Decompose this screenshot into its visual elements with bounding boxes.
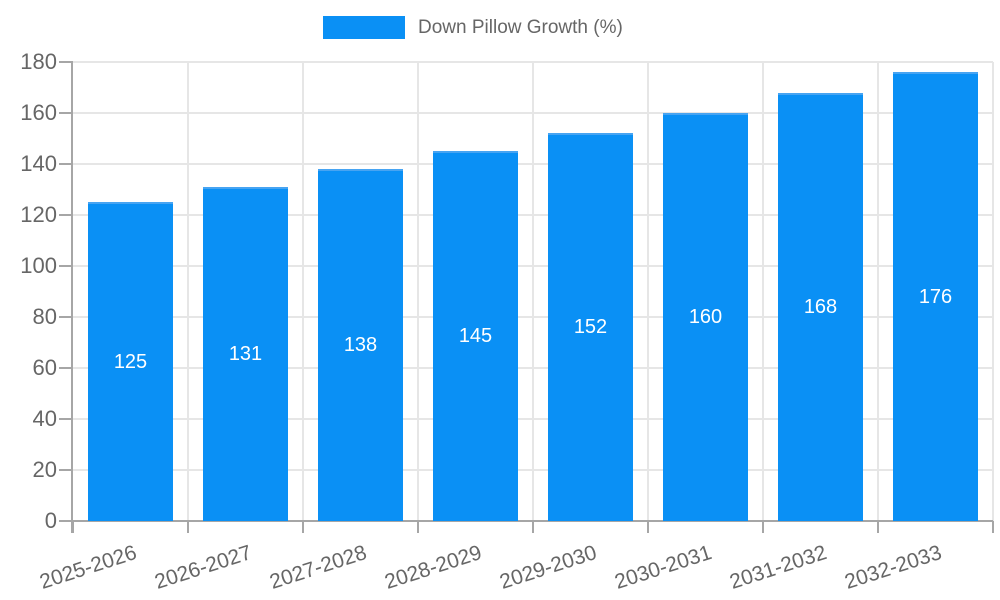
x-gridline bbox=[417, 62, 419, 521]
y-tick-label: 40 bbox=[32, 406, 57, 431]
bar bbox=[203, 186, 288, 521]
x-axis-baseline bbox=[59, 520, 993, 522]
x-gridline bbox=[992, 62, 994, 521]
bar-value-label: 176 bbox=[918, 285, 953, 308]
y-tick-label: 120 bbox=[20, 202, 57, 227]
y-tick-mark bbox=[59, 316, 73, 318]
y-tick-mark bbox=[59, 418, 73, 420]
bar bbox=[88, 202, 173, 521]
legend-swatch bbox=[323, 16, 405, 39]
y-tick-label: 140 bbox=[20, 151, 57, 176]
x-tick-label: 2026-2027 bbox=[151, 541, 255, 594]
y-tick-label: 180 bbox=[20, 49, 57, 74]
bar bbox=[663, 113, 748, 521]
y-tick-label: 60 bbox=[32, 355, 57, 380]
y-tick-mark bbox=[59, 214, 73, 216]
bar bbox=[318, 169, 403, 521]
bar-value-label: 138 bbox=[343, 334, 378, 357]
bar bbox=[893, 72, 978, 521]
y-tick-mark bbox=[59, 112, 73, 114]
bar-value-label: 168 bbox=[803, 295, 838, 318]
bar bbox=[548, 133, 633, 521]
y-tick-label: 160 bbox=[20, 100, 57, 125]
x-gridline bbox=[877, 62, 879, 521]
y-tick-mark bbox=[59, 367, 73, 369]
x-gridline bbox=[187, 62, 189, 521]
y-tick-mark bbox=[59, 265, 73, 267]
x-tick-label: 2030-2031 bbox=[611, 541, 715, 594]
x-gridline bbox=[302, 62, 304, 521]
x-tick-mark bbox=[877, 521, 879, 533]
y-tick-mark bbox=[59, 163, 73, 165]
x-tick-mark bbox=[72, 521, 74, 533]
x-tick-label: 2025-2026 bbox=[36, 541, 140, 594]
y-tick-label: 100 bbox=[20, 253, 57, 278]
x-tick-mark bbox=[647, 521, 649, 533]
x-gridline bbox=[762, 62, 764, 521]
x-gridline bbox=[532, 62, 534, 521]
x-tick-label: 2031-2032 bbox=[726, 541, 830, 594]
x-tick-mark bbox=[992, 521, 994, 533]
x-tick-mark bbox=[532, 521, 534, 533]
y-tick-label: 80 bbox=[32, 304, 57, 329]
x-gridline bbox=[647, 62, 649, 521]
legend-label: Down Pillow Growth (%) bbox=[418, 16, 623, 38]
x-tick-label: 2032-2033 bbox=[841, 541, 945, 594]
bar-value-label: 152 bbox=[573, 316, 608, 339]
x-tick-mark bbox=[187, 521, 189, 533]
bar-value-label: 131 bbox=[228, 342, 263, 365]
y-tick-mark bbox=[59, 61, 73, 63]
bar bbox=[778, 92, 863, 521]
y-axis-line bbox=[71, 62, 73, 533]
x-tick-label: 2028-2029 bbox=[381, 541, 485, 594]
x-tick-mark bbox=[302, 521, 304, 533]
legend-item[interactable]: Down Pillow Growth (%) bbox=[323, 16, 623, 39]
y-tick-label: 20 bbox=[32, 457, 57, 482]
x-tick-mark bbox=[762, 521, 764, 533]
bar bbox=[433, 151, 518, 521]
y-tick-mark bbox=[59, 469, 73, 471]
y-tick-label: 0 bbox=[44, 508, 57, 533]
bar-value-label: 125 bbox=[113, 350, 148, 373]
x-tick-label: 2027-2028 bbox=[266, 541, 370, 594]
bar-value-label: 160 bbox=[688, 306, 723, 328]
bar-value-label: 145 bbox=[458, 325, 493, 348]
x-tick-mark bbox=[417, 521, 419, 533]
x-tick-label: 2029-2030 bbox=[496, 541, 600, 594]
